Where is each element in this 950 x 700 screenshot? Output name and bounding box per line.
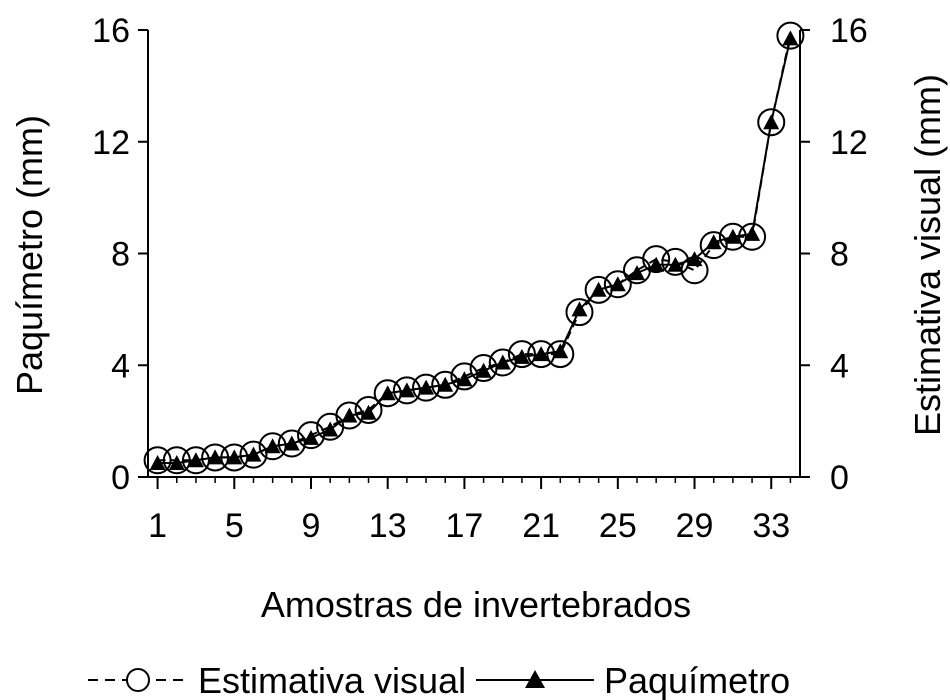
series-line-paquimetro: [157, 38, 792, 464]
data-point-paquimetro: [168, 455, 185, 470]
legend-label-paquimetro: Paquímetro: [604, 660, 790, 700]
x-tick-label: 9: [302, 507, 321, 545]
data-point-estimativa-visual: [181, 446, 210, 475]
data-point-estimativa-visual: [373, 379, 402, 408]
y2-axis-title: Estimativa visual (mm): [907, 74, 948, 436]
data-point-paquimetro: [705, 234, 722, 250]
data-point-paquimetro: [571, 301, 588, 317]
data-point-paquimetro: [533, 346, 550, 362]
data-point-paquimetro: [437, 376, 454, 392]
series-estimativa-visual: [143, 21, 805, 475]
data-point-estimativa-visual: [392, 376, 421, 405]
data-point-paquimetro: [475, 362, 492, 378]
x-tick-label: 29: [676, 507, 714, 545]
data-point-paquimetro: [149, 455, 166, 470]
y2-tick-label: 4: [830, 347, 849, 385]
data-point-paquimetro: [418, 379, 435, 395]
data-point-paquimetro: [667, 256, 684, 272]
data-point-paquimetro: [264, 438, 281, 454]
data-point-paquimetro: [782, 30, 799, 46]
data-point-paquimetro: [456, 371, 473, 387]
y-tick-label: 8: [111, 236, 130, 274]
x-tick-label: 1: [148, 507, 167, 545]
legend: Estimativa visual Paquímetro: [88, 660, 790, 700]
y-tick-label: 0: [111, 459, 130, 497]
data-point-paquimetro: [724, 228, 741, 244]
x-tick-label: 13: [369, 507, 407, 545]
x-tick-label: 25: [599, 507, 637, 545]
data-point-estimativa-visual: [699, 231, 728, 260]
x-tick-label: 5: [225, 507, 244, 545]
data-point-paquimetro: [283, 435, 300, 451]
data-point-paquimetro: [379, 385, 396, 401]
series-paquimetro: [149, 30, 799, 470]
data-point-paquimetro: [494, 354, 511, 370]
y2-tick-label: 16: [830, 12, 868, 50]
y2-tick-label: 0: [830, 459, 849, 497]
y2-tick-label: 8: [830, 236, 849, 274]
legend-label-estimativa-visual: Estimativa visual: [198, 660, 466, 700]
data-point-paquimetro: [590, 281, 607, 297]
legend-swatch-marker-estimativa-visual: [126, 668, 150, 692]
data-point-paquimetro: [763, 114, 780, 130]
data-point-estimativa-visual: [258, 432, 287, 461]
data-point-paquimetro: [744, 225, 761, 241]
data-point-paquimetro: [226, 449, 243, 465]
data-point-estimativa-visual: [412, 373, 441, 402]
data-point-estimativa-visual: [239, 440, 268, 469]
data-point-estimativa-visual: [527, 340, 556, 369]
data-point-paquimetro: [245, 446, 262, 462]
y-tick-label: 16: [92, 12, 130, 50]
data-point-paquimetro: [513, 348, 530, 364]
data-point-estimativa-visual: [603, 270, 632, 299]
data-point-estimativa-visual: [642, 245, 671, 274]
data-point-paquimetro: [609, 276, 626, 292]
data-point-paquimetro: [686, 251, 703, 267]
x-axis-title: Amostras de invertebrados: [261, 584, 691, 625]
data-point-estimativa-visual: [776, 21, 805, 50]
data-point-paquimetro: [303, 429, 319, 445]
data-point-paquimetro: [341, 407, 358, 423]
data-point-estimativa-visual: [565, 298, 594, 327]
data-point-estimativa-visual: [354, 395, 383, 424]
data-point-paquimetro: [360, 404, 377, 420]
y2-tick-label: 12: [830, 124, 868, 162]
data-point-paquimetro: [648, 256, 665, 272]
data-point-paquimetro: [552, 343, 569, 359]
data-point-paquimetro: [207, 449, 224, 465]
series-group: [143, 21, 805, 475]
data-point-estimativa-visual: [335, 401, 364, 430]
x-tick-label: 17: [445, 507, 483, 545]
ticks-group: 0 4 8 12 16 0 4 8 12 16 1 5 9 13 17 21 25 29 33: [92, 12, 868, 545]
data-point-paquimetro: [629, 265, 645, 281]
data-point-estimativa-visual: [757, 108, 786, 137]
data-point-paquimetro: [322, 421, 339, 437]
series-line-estimativa-visual: [157, 35, 792, 462]
legend-swatch-marker-paquimetro: [525, 670, 545, 688]
data-point-estimativa-visual: [718, 222, 747, 251]
y-axis-title: Paquímetro (mm): [9, 115, 50, 395]
y-tick-label: 4: [111, 347, 130, 385]
x-tick-label: 21: [522, 507, 560, 545]
legend-item-paquimetro: Paquímetro: [476, 660, 790, 700]
y-tick-label: 12: [92, 124, 130, 162]
data-point-paquimetro: [187, 452, 204, 468]
x-tick-label: 33: [752, 507, 790, 545]
data-point-paquimetro: [398, 382, 415, 398]
data-point-estimativa-visual: [143, 446, 172, 475]
legend-item-estimativa-visual: Estimativa visual: [88, 660, 466, 700]
